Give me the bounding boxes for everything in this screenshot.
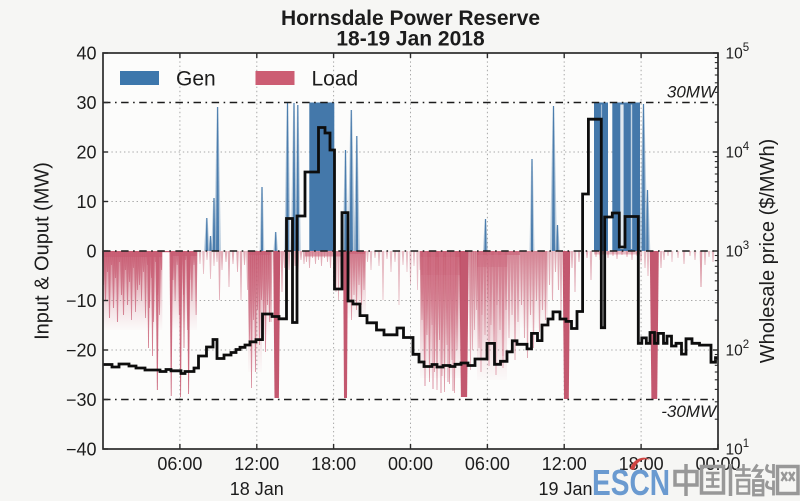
svg-text:06:00: 06:00 (465, 454, 510, 474)
svg-text:0: 0 (86, 241, 96, 261)
svg-text:Wholesale price ($/MWh): Wholesale price ($/MWh) (757, 139, 779, 364)
svg-text:−10: −10 (66, 291, 97, 311)
svg-text:12:00: 12:00 (234, 454, 279, 474)
svg-text:18:00: 18:00 (311, 454, 356, 474)
svg-text:18-19 Jan 2018: 18-19 Jan 2018 (336, 28, 485, 51)
svg-text:40: 40 (76, 43, 96, 63)
svg-text:−40: −40 (66, 439, 97, 459)
svg-text:18 Jan: 18 Jan (230, 479, 284, 499)
svg-text:Input & Ouput (MW): Input & Ouput (MW) (32, 162, 54, 340)
svg-text:18:00: 18:00 (619, 454, 664, 474)
svg-text:-30MW: -30MW (661, 402, 718, 421)
svg-text:Gen: Gen (176, 68, 216, 91)
svg-text:12:00: 12:00 (542, 454, 587, 474)
svg-text:−30: −30 (66, 390, 97, 410)
svg-text:−20: −20 (66, 340, 97, 360)
svg-text:Hornsdale Power Reserve: Hornsdale Power Reserve (281, 7, 540, 30)
svg-text:30MW: 30MW (667, 83, 718, 102)
svg-text:30: 30 (76, 93, 96, 113)
svg-text:00:00: 00:00 (388, 454, 433, 474)
svg-text:20: 20 (76, 142, 96, 162)
svg-text:06:00: 06:00 (157, 454, 202, 474)
svg-text:19 Jan: 19 Jan (538, 479, 592, 499)
svg-text:10: 10 (76, 192, 96, 212)
svg-text:Load: Load (312, 68, 359, 91)
